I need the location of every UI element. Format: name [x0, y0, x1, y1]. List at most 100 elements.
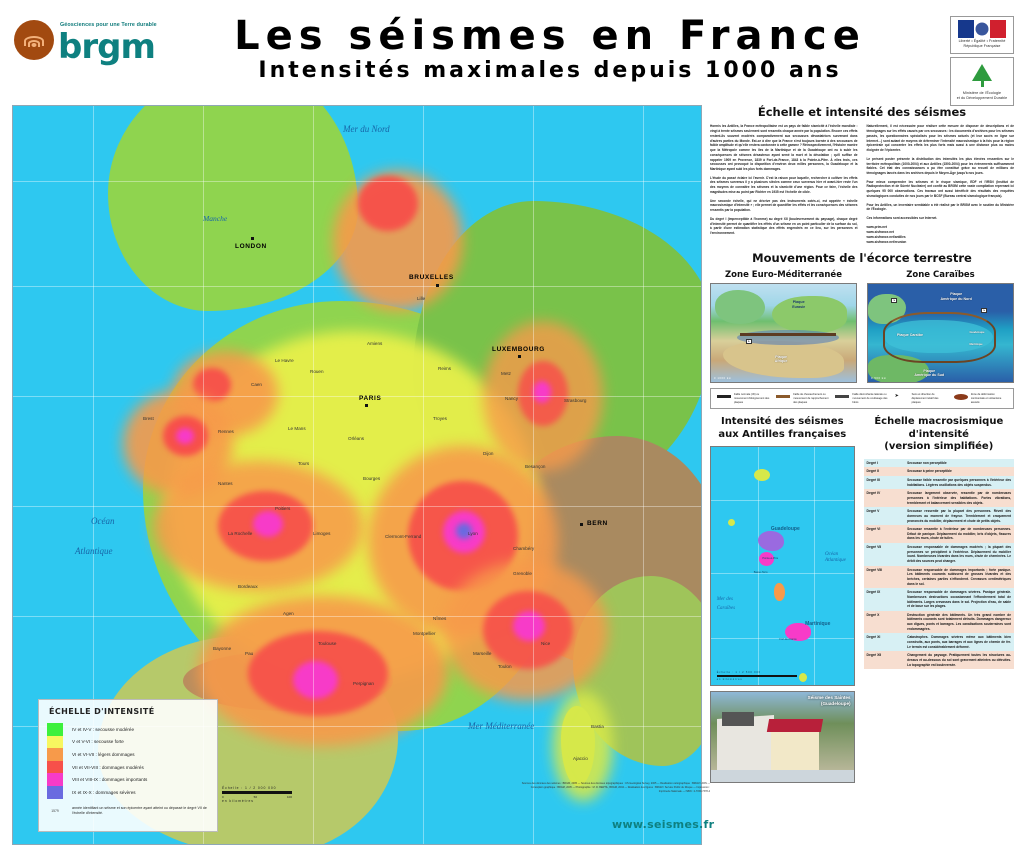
sea-label-atlantique: Océan Atlantique: [825, 552, 846, 564]
brgm-logo: Géosciences pour une Terre durable brgm: [14, 18, 174, 86]
article-paragraph: Une seconde échelle, qui ne décrive pas …: [710, 198, 858, 213]
city-label: Perpignan: [353, 681, 374, 686]
sea-label: Atlantique: [75, 546, 113, 556]
table-row: Degré IX Secousse responsable de dommage…: [863, 588, 1014, 611]
degree-description: Secousse responsable de dommages sévères…: [904, 588, 1014, 611]
scale-tick: 0: [222, 795, 224, 799]
scale-title: Échelle : 1 / 2 000 000: [222, 786, 277, 790]
macro-scale-table: Degré I Secousse non perceptible Degré I…: [863, 458, 1014, 670]
antilles-scale-bar: Échelle : 1 / 2 500 000 en kilomètres: [716, 671, 797, 681]
table-row: Degré IV Secousse largement observée, re…: [863, 489, 1014, 508]
tectonic-legend-label: Faille décrochante latérale ou mouvement…: [852, 393, 888, 404]
intensity-zone: [553, 691, 613, 801]
article-links: www.prim.net www.sisfrance.net www.sisfr…: [867, 225, 1015, 245]
city-marker: [580, 523, 583, 526]
intensity-zone: [456, 523, 472, 539]
plate-motion-arrow: ➤: [891, 298, 898, 304]
article-column-2: Naturellement, il est nécessaire pour ré…: [867, 124, 1015, 245]
link-sisfrance[interactable]: www.sisfrance.net: [866, 229, 894, 234]
city-label: Pau: [245, 651, 254, 656]
plate-direction-icon: ➤: [894, 393, 899, 400]
city-label: Tours: [298, 461, 310, 466]
article-column-1: Hormis les Antilles, la France métropoli…: [710, 124, 858, 245]
intensity-zone: [293, 661, 338, 699]
city-label: Limoges: [313, 531, 331, 536]
city-label: Bordeaux: [238, 584, 258, 589]
intensity-legend: ÉCHELLE D'INTENSITÉ IV et IV-V : secouss…: [38, 699, 218, 832]
city-label: Toulouse: [318, 641, 337, 646]
link-sisfrance-reunion[interactable]: www.sisfrance.net/reunion: [866, 240, 907, 244]
link-prim[interactable]: www.prim.net: [866, 224, 887, 229]
city-label: Rouen: [310, 369, 324, 374]
map-gridline: [13, 286, 701, 287]
city-label: Rennes: [218, 429, 234, 434]
city-label: Reims: [438, 366, 452, 371]
tectonic-scale: 0 1000 km: [714, 377, 732, 381]
republique-francaise-logo: Liberté • Égalité • Fraternité Républiqu…: [950, 16, 1014, 54]
tectonic-caption: Zone Caraïbes: [906, 270, 975, 281]
tectonic-map-caraibes[interactable]: Plaque Amérique du Nord Plaque Caraïbe P…: [867, 283, 1014, 384]
website-url[interactable]: www.seismes.fr: [612, 818, 715, 831]
tectonics-title: Mouvements de l'écorce terrestre: [752, 251, 972, 266]
city-label: Marseille: [473, 651, 492, 656]
map-gridline: [423, 106, 424, 844]
map-credits: Sources des données des séismes : BRGM, …: [521, 782, 710, 793]
map-gridline: [203, 106, 204, 844]
island-guadeloupe-south: [759, 552, 775, 567]
tree-icon: [953, 61, 1011, 91]
table-row: Degré VIII Secousse responsable de domma…: [863, 565, 1014, 589]
poster-header: Géosciences pour une Terre durable brgm …: [0, 0, 1024, 106]
legend-swatch-5: [47, 735, 63, 749]
map-gridline: [13, 726, 701, 727]
brgm-wordmark: brgm: [58, 27, 156, 67]
ministere-name: Ministère de l'Écologie: [962, 90, 1002, 95]
plate-label: Plaque Amérique du Nord: [940, 292, 972, 301]
link-sisfrance-antilles[interactable]: www.sisfrance.net/antilles: [866, 234, 906, 239]
article-paragraph: Hormis les Antilles, la France métropoli…: [710, 124, 858, 171]
city-label: Nice: [541, 641, 551, 646]
sea-label: Océan: [91, 516, 115, 526]
city-label: Nancy: [505, 396, 519, 401]
legend-label: V et V-VI : secousse forte: [72, 739, 124, 745]
city-label: Clermont-Ferrand: [385, 534, 422, 539]
city-label: Lyon: [468, 531, 478, 536]
ministere-name-2: et du Développement Durable: [956, 96, 1008, 101]
legend-label: VI et VI-VII : légers dommages: [72, 751, 135, 757]
city-label: Besançon: [525, 464, 546, 469]
fault-thrust-icon: [776, 395, 791, 399]
capital-label: PARIS: [359, 395, 382, 402]
tectonic-panel-caraibes: Zone Caraïbes Plaque Amérique du Nord Pl…: [867, 270, 1014, 384]
table-row: Degré X Destruction générale des bâtimen…: [863, 610, 1014, 634]
degree-label: Degré XI: [863, 633, 905, 652]
city-marker: [251, 237, 254, 240]
macro-scale-section: Échelle macrosismique d'intensité (versi…: [863, 416, 1014, 783]
island-label-martinique: Martinique: [805, 621, 831, 628]
legend-label: VIII et VIII-IX : dommages importants: [72, 777, 148, 783]
tectonic-map-euromed[interactable]: Plaque Eurasie Plaque Afrique ➤ 0 1000 k…: [710, 283, 857, 384]
city-label: Grenoble: [513, 571, 532, 576]
article-paragraph: Du degré I (imperceptible à l'homme) au …: [710, 216, 858, 236]
map-gridline: [13, 181, 701, 182]
antilles-map[interactable]: Guadeloupe Martinique Pointe-à-Pitre Bas…: [710, 446, 855, 687]
main-seismic-map[interactable]: Mer du Nord Manche Océan Atlantique Mer …: [12, 105, 702, 845]
table-row: Degré XII Changement du paysage. Pratiqu…: [863, 651, 1014, 670]
tectonic-legend-label: Zone de déformation continentale et volc…: [970, 393, 1002, 404]
deformation-zone-icon: [953, 394, 968, 401]
table-row: Degré I Secousse non perceptible: [863, 458, 1014, 468]
fault-strikeslip-icon: [835, 395, 850, 399]
republique-motto: Liberté • Égalité • Fraternité: [958, 39, 1006, 43]
city-label: Orléans: [348, 436, 365, 441]
city-label: Montpellier: [413, 631, 436, 636]
sea-label-caraibes: Mer des Caraïbes: [716, 596, 736, 611]
legend-swatch-6: [47, 748, 63, 761]
city-label: Chambéry: [513, 546, 535, 551]
degree-description: Catastrophes. Dommages sévères même aux …: [904, 633, 1014, 652]
plate-label: Plaque Afrique: [774, 354, 788, 364]
city-label: Ajaccio: [573, 756, 588, 761]
legend-label: IX et IX-X : dommages sévères: [72, 789, 136, 795]
map-gridline: [13, 616, 701, 617]
legend-title: ÉCHELLE D'INTENSITÉ: [49, 707, 155, 716]
capital-label: LONDON: [235, 243, 267, 250]
table-row: Degré XI Catastrophes. Dommages sévères …: [863, 633, 1014, 652]
